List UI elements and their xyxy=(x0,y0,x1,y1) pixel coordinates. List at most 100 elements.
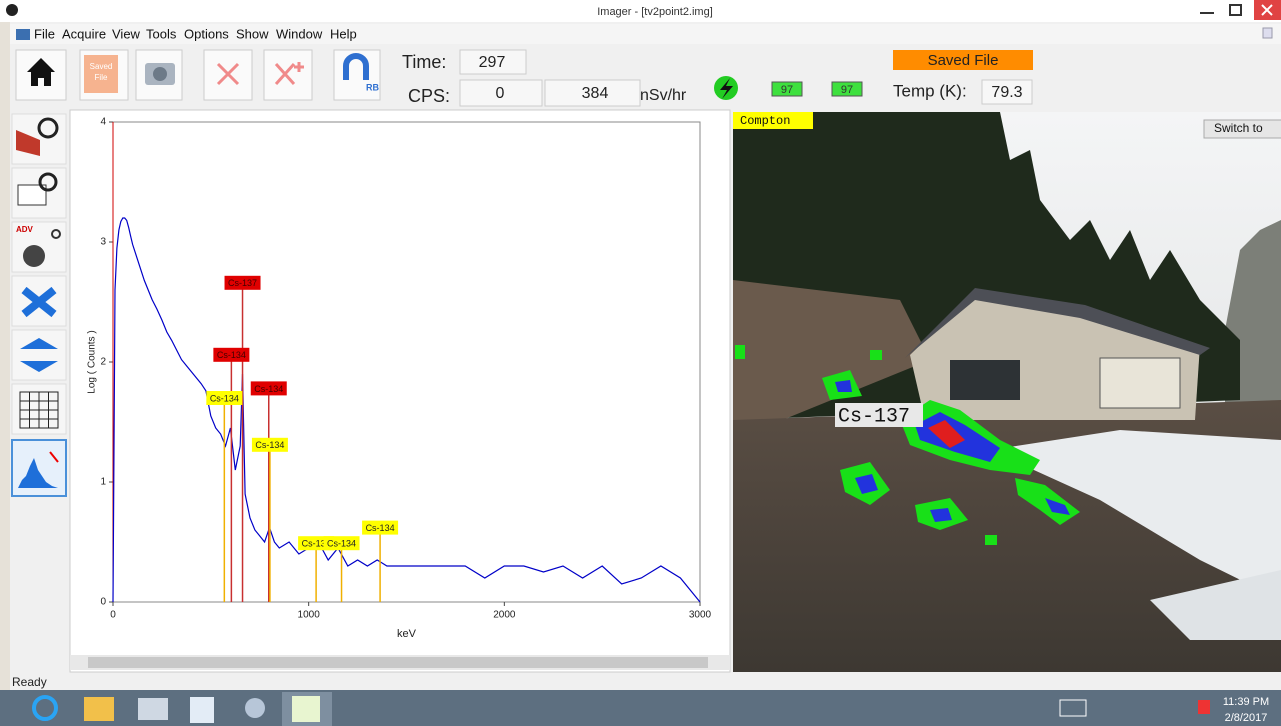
status-badge xyxy=(893,50,1033,70)
menu-item[interactable]: Help xyxy=(330,26,357,41)
battery-text: 97 xyxy=(841,84,853,96)
icon xyxy=(38,172,58,192)
source-label: Cs-137 xyxy=(838,405,910,428)
roof xyxy=(905,288,1210,358)
y-tick-label: 0 xyxy=(100,597,106,608)
source-label-box xyxy=(835,403,923,427)
minimize-button[interactable] xyxy=(1200,12,1214,14)
dose-value: 384 xyxy=(582,85,609,102)
menu-item[interactable]: View xyxy=(112,26,141,41)
sidebar-button[interactable] xyxy=(11,329,67,381)
peak-label: Cs-134 xyxy=(255,440,284,450)
cps-label: CPS: xyxy=(408,86,450,106)
clear-add-icon xyxy=(274,62,304,86)
heat-blob xyxy=(855,474,878,494)
menu-item[interactable]: Options xyxy=(184,26,229,41)
icon xyxy=(19,391,59,429)
x-axis-label: keV xyxy=(397,628,417,640)
peak-label: Cs-137 xyxy=(228,278,257,288)
dose-box xyxy=(544,79,641,107)
window-title: Imager - [tv2point2.img] xyxy=(597,6,713,18)
mode-badge xyxy=(733,112,813,129)
menu: File Acquire View Tools Options Show Window Hel… xyxy=(34,26,357,41)
peak-label: Cs-134 xyxy=(217,350,246,360)
rb-text: RB xyxy=(366,82,379,92)
battery-1 xyxy=(771,81,803,97)
peak-label: Cs-134 xyxy=(254,384,283,394)
time-value: 297 xyxy=(479,54,506,71)
switch-button[interactable] xyxy=(1203,119,1281,139)
temp-label: Temp (K): xyxy=(893,81,967,100)
peak-label: Cs-134 xyxy=(210,393,239,403)
y-tick-label: 3 xyxy=(100,237,106,248)
app-icon xyxy=(6,4,18,16)
status-badge-text: Saved File xyxy=(928,52,999,69)
peak-label-box xyxy=(213,347,250,362)
y-tick-label: 1 xyxy=(100,477,106,488)
close-icon xyxy=(1261,4,1273,16)
computer-icon[interactable] xyxy=(138,698,168,720)
icon xyxy=(51,229,61,239)
snip-icon[interactable] xyxy=(245,698,265,718)
taskbar-apps xyxy=(32,692,1210,726)
x-tick-label: 0 xyxy=(110,610,116,621)
icon xyxy=(18,458,58,488)
time-label: Time: xyxy=(402,52,446,72)
menu-item[interactable]: File xyxy=(34,26,55,41)
menu-item[interactable]: Acquire xyxy=(62,26,106,41)
status-text: Ready xyxy=(12,675,47,689)
clock-date: 2/8/2017 xyxy=(1225,712,1268,724)
spectrum-line xyxy=(112,217,701,603)
icon xyxy=(49,451,59,463)
door xyxy=(1099,357,1181,409)
menu-item[interactable]: Window xyxy=(276,26,323,41)
snow xyxy=(990,430,1281,600)
flag-icon[interactable] xyxy=(1198,700,1210,714)
heat-blob xyxy=(835,380,852,392)
time-box xyxy=(459,49,527,75)
clear-icon xyxy=(216,62,240,86)
temp-box xyxy=(981,79,1033,105)
temp-value: 79.3 xyxy=(991,84,1022,101)
x-tick-label: 3000 xyxy=(689,610,712,621)
peak-label-box xyxy=(224,275,261,290)
cps-value: 0 xyxy=(496,85,505,102)
battery-2 xyxy=(831,81,863,97)
heatmap xyxy=(735,345,1080,545)
heat-blob xyxy=(735,345,745,359)
dose-unit: nSv/hr xyxy=(640,87,687,104)
bolt xyxy=(720,78,733,99)
heat-blob xyxy=(870,350,882,360)
toolbar: Saved File RB Time: 297 CPS: 0 384 nSv/h… xyxy=(15,49,1033,107)
y-tick-label: 2 xyxy=(100,357,106,368)
home-icon xyxy=(27,58,55,86)
x-tick-label: 1000 xyxy=(298,610,321,621)
keyboard-icon[interactable] xyxy=(1059,699,1087,717)
doc-icon[interactable] xyxy=(190,697,214,723)
camera-view: Compton Switch to Cs-137 xyxy=(733,112,1281,672)
y-tick-label: 4 xyxy=(100,117,106,128)
imager-icon xyxy=(292,696,320,722)
sidebar: ADV xyxy=(11,113,67,497)
peak-label-box xyxy=(362,520,399,535)
mdi-button[interactable] xyxy=(1262,27,1273,39)
menu-item[interactable]: Tools xyxy=(146,26,177,41)
cps-box xyxy=(459,79,543,107)
adv-text: ADV xyxy=(16,225,34,234)
mode-text: Compton xyxy=(740,114,790,128)
slope xyxy=(733,280,930,440)
status-bar xyxy=(10,674,1281,690)
ie-icon[interactable] xyxy=(32,695,58,721)
clear-add-button[interactable] xyxy=(263,49,313,101)
menu-item[interactable]: Show xyxy=(236,26,269,41)
peak-label: Cs-134 xyxy=(366,523,395,533)
camera-lens xyxy=(153,67,167,81)
scroll-thumb[interactable] xyxy=(88,657,708,668)
heat-blob xyxy=(930,508,952,522)
peak-label-box xyxy=(250,381,287,396)
magnet-icon xyxy=(343,53,369,80)
explorer-icon[interactable] xyxy=(84,697,114,721)
peak-label: Cs-134 xyxy=(327,539,356,549)
restore-button[interactable] xyxy=(1229,4,1242,16)
